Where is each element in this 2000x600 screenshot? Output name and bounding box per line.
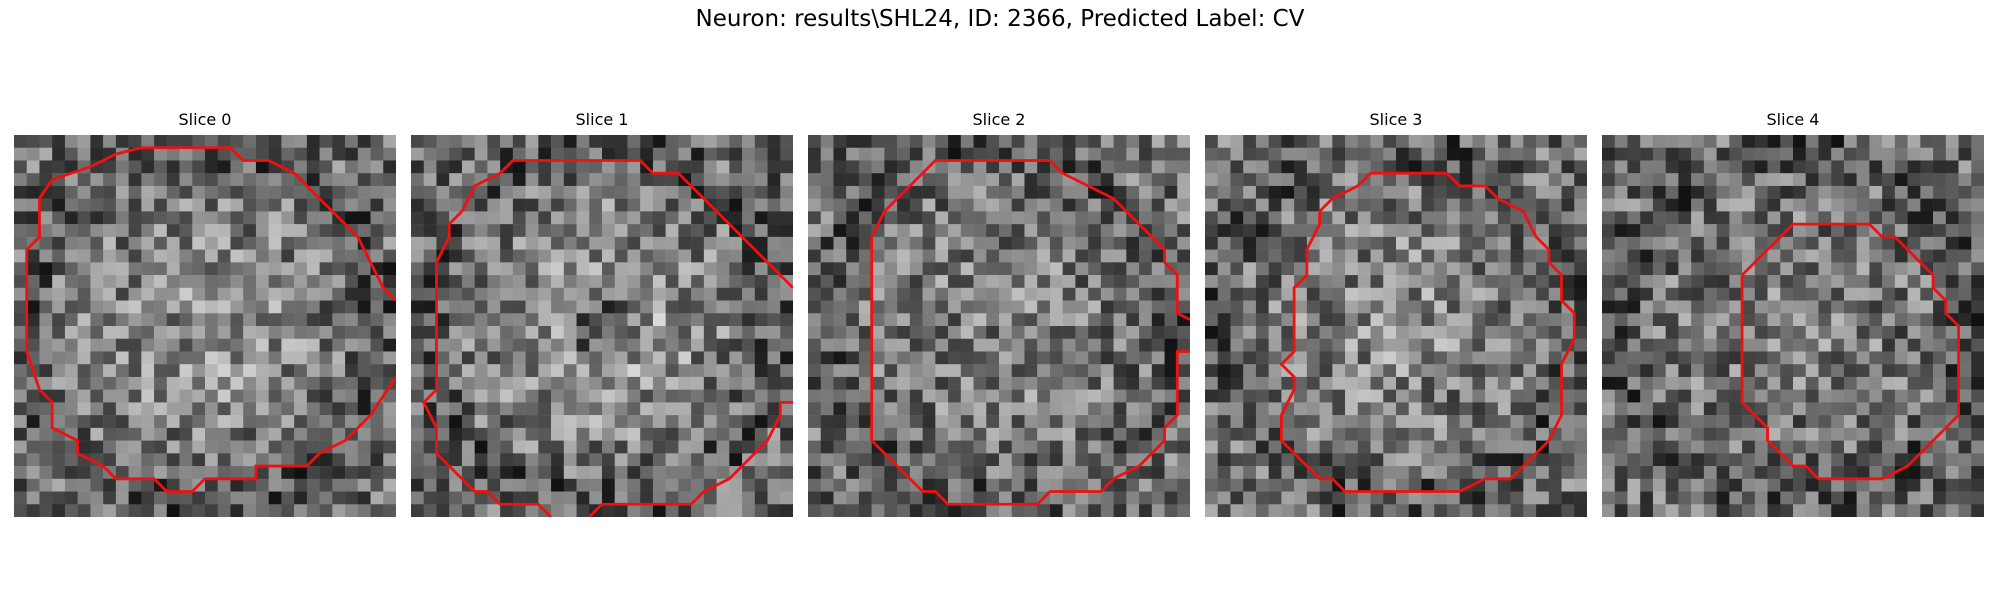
slice-panel-2: Slice 2 bbox=[808, 108, 1190, 517]
figure-title: Neuron: results\SHL24, ID: 2366, Predict… bbox=[695, 6, 1305, 32]
roi-contour bbox=[870, 159, 1190, 321]
slice-title: Slice 4 bbox=[1766, 110, 1820, 129]
slice-image bbox=[411, 135, 793, 517]
slice-panel-0: Slice 0 bbox=[14, 108, 396, 517]
roi-contour bbox=[25, 178, 396, 493]
roi-contour bbox=[1740, 222, 1960, 481]
slice-panel-3: Slice 3 bbox=[1205, 108, 1587, 517]
roi-contour bbox=[588, 400, 793, 517]
slice-title: Slice 1 bbox=[575, 110, 629, 129]
slice-image bbox=[808, 135, 1190, 517]
roi-contour bbox=[870, 249, 1190, 506]
slice-image bbox=[1205, 135, 1587, 517]
roi-contour bbox=[422, 210, 553, 517]
roi-contour bbox=[460, 159, 793, 289]
slice-title: Slice 3 bbox=[1369, 110, 1423, 129]
roi-contour bbox=[51, 146, 396, 302]
slice-image bbox=[1602, 135, 1984, 517]
slice-image bbox=[14, 135, 396, 517]
slice-title: Slice 2 bbox=[972, 110, 1026, 129]
roi-contour bbox=[1279, 171, 1576, 493]
slice-panel-1: Slice 1 bbox=[411, 108, 793, 517]
slice-title: Slice 0 bbox=[178, 110, 232, 129]
slice-panel-4: Slice 4 bbox=[1602, 108, 1984, 517]
